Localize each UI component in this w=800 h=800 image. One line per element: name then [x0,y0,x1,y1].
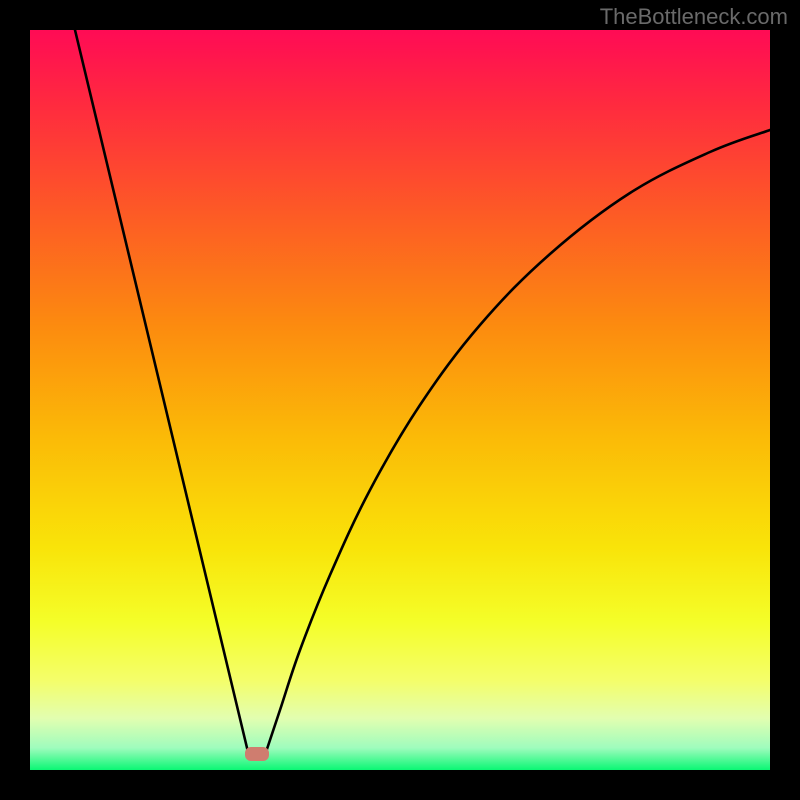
chart-svg [0,0,800,800]
valley-marker [245,747,269,761]
bottleneck-chart: TheBottleneck.com [0,0,800,800]
plot-background [30,30,770,770]
